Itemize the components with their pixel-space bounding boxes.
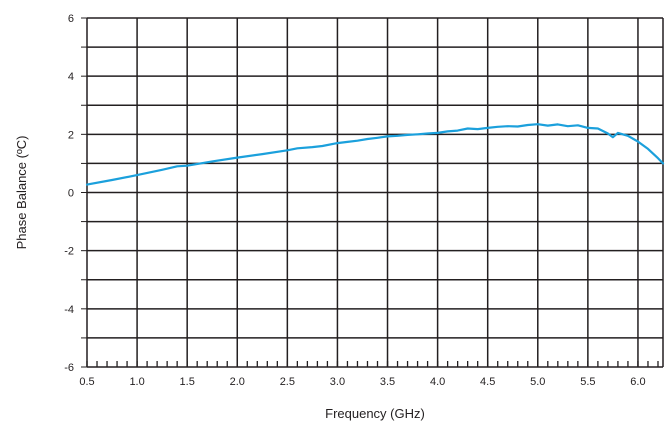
x-tick-label: 1.5	[180, 376, 195, 388]
minor-ticks	[86, 361, 659, 367]
grid-lines	[81, 17, 664, 368]
x-tick-label: 0.5	[79, 376, 94, 388]
x-tick-label: 2.0	[230, 376, 245, 388]
x-tick-label: 4.0	[430, 376, 445, 388]
y-tick-label: 6	[68, 13, 74, 25]
x-tick-labels: 0.5 1.0 1.5 2.0 2.5 3.0 3.5 4.0 4.5 5.0 5.5 6.0	[79, 376, 645, 388]
series-line	[85, 123, 665, 186]
y-tick-label: -2	[64, 246, 74, 258]
x-tick-label: 5.0	[530, 376, 545, 388]
y-tick-label: 4	[68, 71, 74, 83]
x-tick-label: 3.5	[380, 376, 395, 388]
y-tick-label: -6	[64, 362, 74, 374]
x-tick-label: 2.5	[280, 376, 295, 388]
series-layer	[85, 123, 665, 186]
x-tick-label: 5.5	[580, 376, 595, 388]
x-axis-title: Frequency (GHz)	[325, 406, 425, 421]
y-tick-label: -4	[64, 304, 74, 316]
x-tick-label: 6.0	[630, 376, 645, 388]
y-tick-labels: -6 -4 -2 0 2 4 6	[64, 13, 74, 374]
x-tick-label: 3.0	[330, 376, 345, 388]
x-tick-label: 1.0	[129, 376, 144, 388]
y-axis-title: Phase Balance (ºC)	[14, 136, 29, 250]
y-tick-label: 2	[68, 129, 74, 141]
y-tick-label: 0	[68, 188, 74, 200]
x-tick-label: 4.5	[480, 376, 495, 388]
